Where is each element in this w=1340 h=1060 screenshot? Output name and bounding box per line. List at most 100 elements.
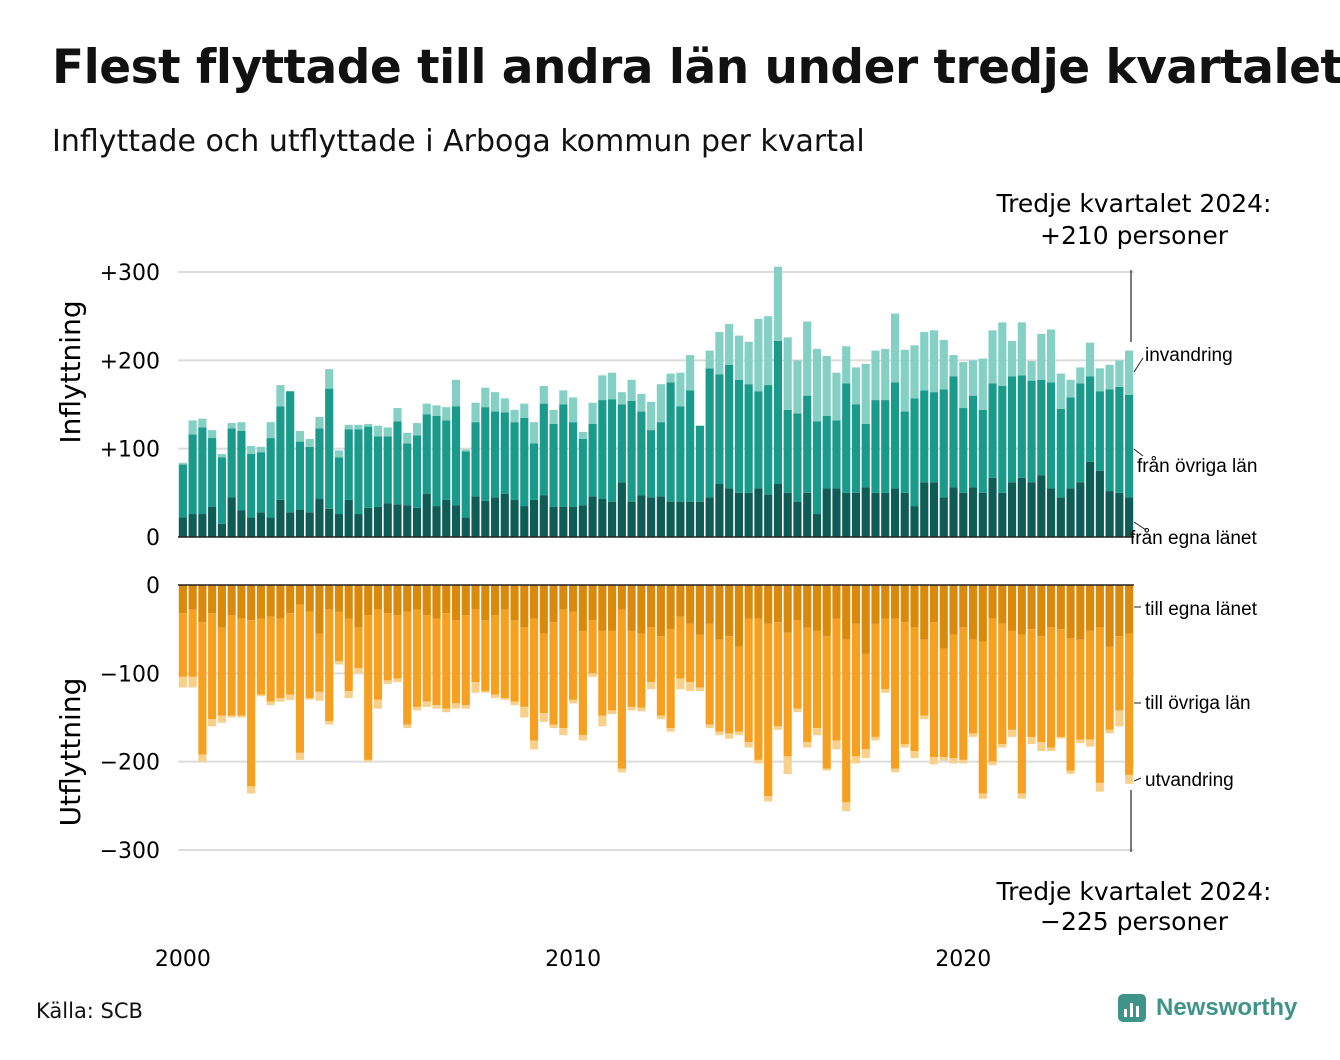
bar-segment-utflyttning — [598, 585, 607, 631]
bar-segment-inflyttning — [266, 422, 275, 439]
bar-segment-utflyttning — [968, 639, 978, 734]
bar-segment-inflyttning — [1037, 333, 1046, 380]
bar-segment-inflyttning — [325, 369, 334, 389]
bar-segment-inflyttning — [588, 496, 597, 537]
bar-segment-inflyttning — [208, 430, 217, 439]
bar-segment-utflyttning — [471, 682, 480, 693]
bar-segment-utflyttning — [198, 754, 207, 762]
bar-segment-inflyttning — [217, 523, 226, 537]
bar-segment-utflyttning — [656, 636, 665, 716]
bar-segment-utflyttning — [393, 678, 402, 683]
bar-segment-inflyttning — [198, 418, 207, 428]
bar-segment-utflyttning — [266, 701, 275, 706]
bar-segment-utflyttning — [998, 744, 1007, 748]
bar-segment-utflyttning — [510, 585, 519, 621]
bar-segment-inflyttning — [812, 421, 822, 515]
bar-segment-inflyttning — [978, 492, 987, 537]
bar-segment-inflyttning — [1105, 491, 1114, 537]
bar-segment-utflyttning — [929, 622, 939, 758]
bar-segment-inflyttning — [461, 449, 470, 452]
bar-segment-utflyttning — [344, 691, 353, 699]
bar-segment-inflyttning — [988, 477, 997, 537]
bar-segment-utflyttning — [1017, 585, 1026, 635]
bar-segment-utflyttning — [832, 740, 841, 750]
bar-segment-utflyttning — [276, 585, 285, 619]
newsworthy-logo-icon — [1118, 994, 1146, 1022]
bar-segment-inflyttning — [715, 332, 724, 375]
bar-segment-inflyttning — [1037, 475, 1046, 537]
bar-segment-utflyttning — [871, 585, 880, 624]
bar-segment-inflyttning — [237, 431, 246, 511]
bar-segment-utflyttning — [617, 768, 626, 773]
bar-segment-utflyttning — [764, 623, 773, 797]
bar-segment-inflyttning — [881, 492, 890, 537]
bar-segment-inflyttning — [637, 393, 646, 412]
bar-segment-utflyttning — [217, 627, 226, 716]
bar-segment-utflyttning — [266, 616, 275, 702]
bar-segment-utflyttning — [315, 691, 324, 701]
bar-segment-utflyttning — [1115, 636, 1124, 711]
bar-segment-utflyttning — [978, 641, 987, 794]
chart-title: Flest flyttade till andra län under tred… — [52, 40, 1340, 95]
bar-segment-inflyttning — [334, 514, 344, 537]
bar-segment-inflyttning — [627, 400, 636, 502]
bar-segment-inflyttning — [500, 412, 509, 494]
bar-segment-inflyttning — [695, 501, 704, 537]
bar-segment-inflyttning — [627, 501, 636, 537]
bar-segment-utflyttning — [383, 585, 392, 614]
bar-segment-utflyttning — [578, 630, 587, 736]
bar-segment-inflyttning — [793, 413, 802, 502]
bar-segment-inflyttning — [247, 446, 256, 454]
bar-segment-inflyttning — [793, 501, 802, 537]
bar-segment-inflyttning — [334, 450, 344, 458]
bar-segment-utflyttning — [725, 636, 734, 734]
bar-segment-inflyttning — [1076, 383, 1085, 483]
bar-segment-utflyttning — [637, 633, 646, 708]
bar-segment-inflyttning — [364, 507, 373, 537]
bar-segment-utflyttning — [559, 585, 568, 610]
bar-segment-inflyttning — [998, 492, 1007, 537]
bar-segment-inflyttning — [578, 438, 587, 506]
bar-segment-inflyttning — [286, 512, 295, 537]
bar-segment-inflyttning — [803, 492, 812, 537]
bar-segment-utflyttning — [178, 676, 187, 688]
bar-segment-utflyttning — [949, 758, 958, 764]
bar-segment-utflyttning — [734, 646, 743, 732]
label-utvandring: utvandring — [1145, 770, 1234, 791]
bar-segment-utflyttning — [929, 757, 939, 765]
bar-segment-utflyttning — [832, 618, 841, 741]
bar-segment-inflyttning — [754, 391, 763, 489]
bar-segment-inflyttning — [666, 382, 675, 502]
bar-segment-inflyttning — [569, 506, 578, 537]
bar-segment-inflyttning — [578, 505, 587, 537]
bar-segment-inflyttning — [598, 375, 607, 401]
bar-segment-inflyttning — [998, 322, 1007, 386]
bar-segment-utflyttning — [559, 728, 568, 736]
bar-segment-inflyttning — [803, 395, 812, 493]
bar-segment-inflyttning — [861, 423, 870, 488]
bar-segment-inflyttning — [529, 499, 539, 537]
bar-segment-inflyttning — [451, 406, 461, 506]
bar-segment-inflyttning — [968, 487, 978, 537]
bar-segment-inflyttning — [412, 423, 422, 436]
y-tick-label: 0 — [146, 526, 160, 551]
bar-segment-utflyttning — [490, 585, 500, 616]
bar-segment-utflyttning — [247, 786, 256, 794]
bar-segment-utflyttning — [227, 585, 236, 616]
bar-segment-utflyttning — [637, 707, 646, 712]
bar-segment-inflyttning — [344, 499, 353, 537]
bar-segment-utflyttning — [715, 731, 724, 736]
bar-segment-inflyttning — [637, 495, 646, 537]
bar-segment-inflyttning — [920, 332, 929, 391]
bar-segment-utflyttning — [949, 634, 958, 759]
bar-segment-inflyttning — [559, 404, 568, 507]
label-fran-ovriga-lan: från övriga län — [1137, 456, 1257, 477]
bar-segment-utflyttning — [1105, 646, 1114, 730]
bar-segment-inflyttning — [471, 422, 480, 497]
bar-segment-utflyttning — [588, 585, 597, 621]
bar-segment-utflyttning — [305, 698, 314, 700]
y-tick-label: −200 — [100, 751, 160, 776]
bar-segment-inflyttning — [1066, 397, 1075, 489]
bar-segment-inflyttning — [1066, 488, 1075, 537]
bar-segment-utflyttning — [403, 585, 412, 612]
